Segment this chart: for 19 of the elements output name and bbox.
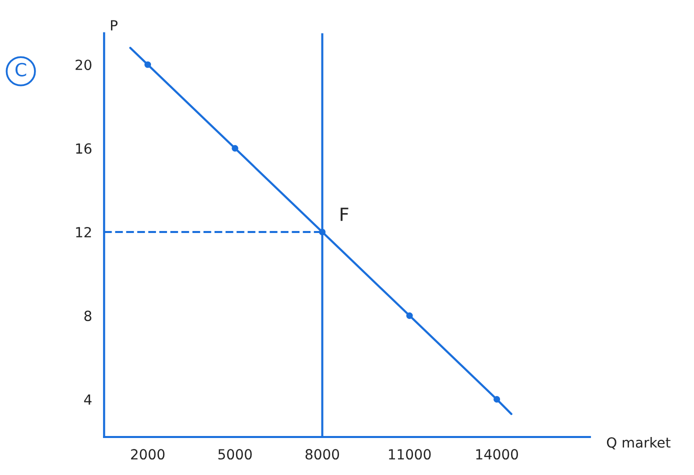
point <box>144 61 152 68</box>
x-tick-label: 11000 <box>388 449 431 460</box>
annotation: F <box>340 208 348 221</box>
y-tick-label: 16 <box>76 143 92 154</box>
x-tick-label: 2000 <box>131 449 164 460</box>
y-tick-label: 12 <box>76 226 91 238</box>
point <box>494 396 500 403</box>
point <box>318 228 326 236</box>
x-tick-label: 8000 <box>306 449 340 460</box>
x-tick-label: 5000 <box>218 449 252 460</box>
x-tick-label: 14000 <box>476 449 518 460</box>
point <box>232 145 238 152</box>
y-tick-label: 4 <box>84 394 92 405</box>
x-axis-title: Q market <box>606 437 670 450</box>
text: C <box>16 62 26 76</box>
point <box>406 312 413 319</box>
y-axis-title: P <box>110 20 118 30</box>
y-tick-label: 20 <box>76 60 92 70</box>
y-tick-label: 8 <box>84 310 92 322</box>
